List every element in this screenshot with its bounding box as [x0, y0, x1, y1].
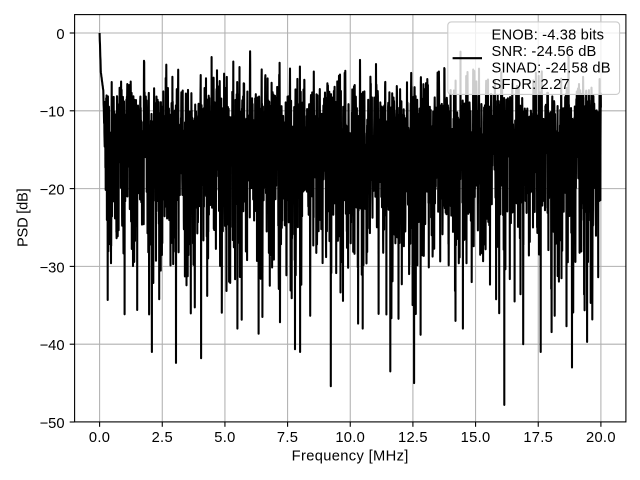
svg-text:2.5: 2.5 [152, 430, 173, 446]
svg-text:SFDR: 2.27: SFDR: 2.27 [492, 77, 570, 93]
svg-text:−50: −50 [40, 416, 65, 432]
svg-text:0.0: 0.0 [89, 430, 110, 446]
svg-text:−30: −30 [40, 260, 65, 276]
svg-text:12.5: 12.5 [398, 430, 428, 446]
svg-text:17.5: 17.5 [523, 430, 553, 446]
svg-text:Frequency [MHz]: Frequency [MHz] [292, 449, 409, 465]
svg-text:0: 0 [56, 27, 64, 43]
svg-text:7.5: 7.5 [277, 430, 298, 446]
svg-text:SNR: -24.56 dB: SNR: -24.56 dB [492, 44, 597, 60]
svg-text:−40: −40 [40, 338, 65, 354]
svg-text:10.0: 10.0 [335, 430, 365, 446]
svg-text:5.0: 5.0 [214, 430, 235, 446]
svg-text:ENOB: -4.38 bits: ENOB: -4.38 bits [492, 27, 605, 43]
svg-text:15.0: 15.0 [461, 430, 491, 446]
svg-text:SINAD: -24.58 dB: SINAD: -24.58 dB [492, 61, 611, 77]
svg-text:PSD [dB]: PSD [dB] [15, 188, 31, 247]
svg-text:−20: −20 [40, 183, 65, 199]
svg-text:20.0: 20.0 [586, 430, 616, 446]
svg-text:−10: −10 [40, 105, 65, 121]
